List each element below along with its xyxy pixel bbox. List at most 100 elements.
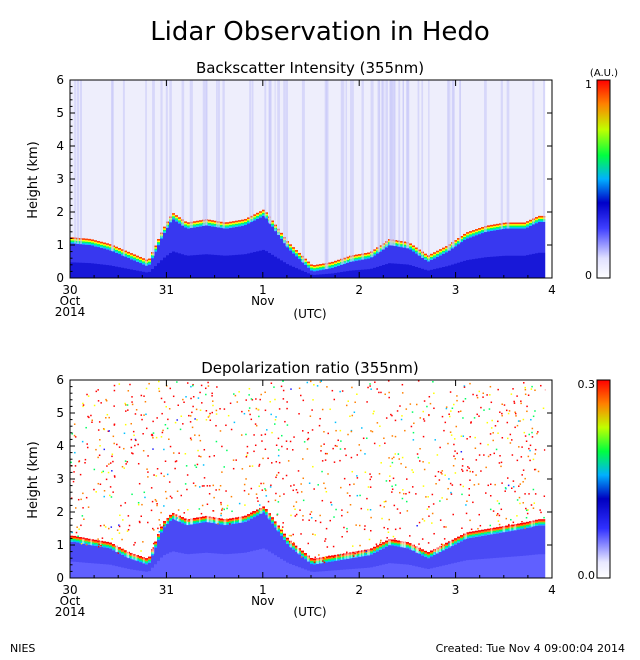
free-troposphere-cell	[130, 380, 133, 559]
surface-layer-cell	[100, 563, 103, 578]
speckle-point	[387, 531, 390, 534]
cloud-signal-cell	[172, 216, 175, 218]
cloud-signal-cell	[511, 526, 514, 528]
boundary-layer-cell	[514, 228, 517, 278]
speckle-point	[189, 437, 192, 439]
speckle-point	[324, 487, 327, 490]
speckle-point	[347, 400, 349, 402]
speckle-point	[93, 468, 96, 471]
free-troposphere-cell	[214, 80, 217, 227]
free-troposphere-cell	[478, 380, 481, 537]
cloud-signal-cell	[397, 543, 400, 546]
streak	[76, 80, 80, 244]
boundary-layer-cell	[466, 238, 469, 278]
cloud-signal-cell	[478, 530, 481, 532]
speckle-point	[511, 487, 513, 489]
streak	[190, 80, 193, 228]
speckle-point	[258, 509, 260, 511]
speckle-point	[251, 399, 254, 401]
speckle-point	[525, 440, 528, 442]
cloud-signal-cell	[97, 541, 100, 544]
boundary-layer-cell	[202, 225, 205, 278]
free-troposphere-cell	[133, 80, 136, 261]
speckle-point	[392, 535, 395, 538]
cloud-signal-cell	[244, 515, 247, 518]
speckle-point	[495, 448, 498, 451]
boundary-layer-cell	[421, 257, 424, 278]
surface-layer-cell	[373, 267, 376, 278]
free-troposphere-cell	[85, 380, 88, 545]
speckle-point	[241, 468, 244, 470]
cloud-signal-cell	[391, 543, 394, 546]
speckle-point	[124, 460, 127, 462]
x-tick-label: 3	[452, 583, 460, 597]
cloud-signal-cell	[538, 220, 541, 222]
boundary-layer-cell	[295, 256, 298, 278]
cloud-signal-cell	[535, 524, 538, 526]
cloud-signal-cell	[298, 551, 301, 553]
cloud-signal-cell	[457, 239, 460, 242]
cloud-signal-cell	[478, 534, 481, 537]
boundary-layer-cell	[517, 228, 520, 278]
surface-layer-cell	[409, 265, 412, 278]
speckle-point	[476, 396, 479, 399]
speckle-point	[221, 445, 223, 448]
cloud-signal-cell	[346, 259, 349, 262]
speckle-point	[212, 404, 214, 407]
speckle-point	[80, 542, 83, 545]
cloud-signal-cell	[103, 247, 106, 249]
cloud-signal-cell	[403, 241, 406, 244]
speckle-point	[428, 515, 430, 517]
speckle-point	[501, 412, 503, 415]
boundary-layer-cell	[361, 556, 364, 578]
surface-layer-cell	[490, 256, 493, 278]
speckle-point	[143, 414, 145, 416]
free-troposphere-cell	[211, 80, 214, 227]
surface-layer-cell	[337, 570, 340, 578]
speckle-point	[434, 475, 437, 478]
speckle-point	[521, 474, 523, 476]
cloud-signal-cell	[271, 225, 274, 227]
speckle-point	[452, 464, 455, 467]
free-troposphere-cell	[424, 380, 427, 557]
speckle-point	[346, 527, 348, 530]
speckle-point	[478, 513, 480, 516]
boundary-layer-cell	[193, 227, 196, 278]
cloud-signal-cell	[73, 540, 76, 543]
cloud-signal-cell	[250, 512, 253, 515]
surface-layer-cell	[316, 274, 319, 278]
cloud-signal-cell	[70, 238, 73, 241]
figure-title: Lidar Observation in Hedo	[150, 17, 490, 47]
cloud-signal-cell	[499, 226, 502, 228]
speckle-point	[152, 437, 154, 439]
speckle-point	[75, 531, 78, 534]
streak	[532, 80, 535, 225]
free-troposphere-cell	[373, 80, 376, 256]
surface-layer-cell	[505, 557, 508, 578]
streak	[502, 380, 506, 532]
cloud-signal-cell	[148, 558, 151, 560]
cloud-signal-cell	[373, 253, 376, 256]
boundary-layer-cell	[391, 545, 394, 578]
speckle-point	[418, 549, 421, 552]
speckle-point	[422, 435, 425, 438]
cloud-signal-cell	[85, 538, 88, 540]
speckle-point	[91, 421, 93, 423]
surface-layer-cell	[115, 566, 118, 578]
boundary-layer-cell	[463, 539, 466, 578]
speckle-point	[226, 504, 229, 507]
free-troposphere-cell	[130, 80, 133, 260]
speckle-point	[113, 475, 116, 477]
speckle-point	[326, 452, 328, 455]
boundary-layer-cell	[436, 553, 439, 578]
cloud-signal-cell	[97, 245, 100, 248]
boundary-layer-cell	[214, 226, 217, 278]
speckle-point	[143, 395, 145, 397]
speckle-point	[256, 497, 259, 499]
speckle-point	[508, 410, 511, 412]
surface-layer-cell	[109, 564, 112, 578]
cloud-signal-cell	[487, 225, 490, 227]
speckle-point	[111, 538, 113, 540]
speckle-point	[534, 389, 536, 392]
streak	[151, 380, 155, 554]
